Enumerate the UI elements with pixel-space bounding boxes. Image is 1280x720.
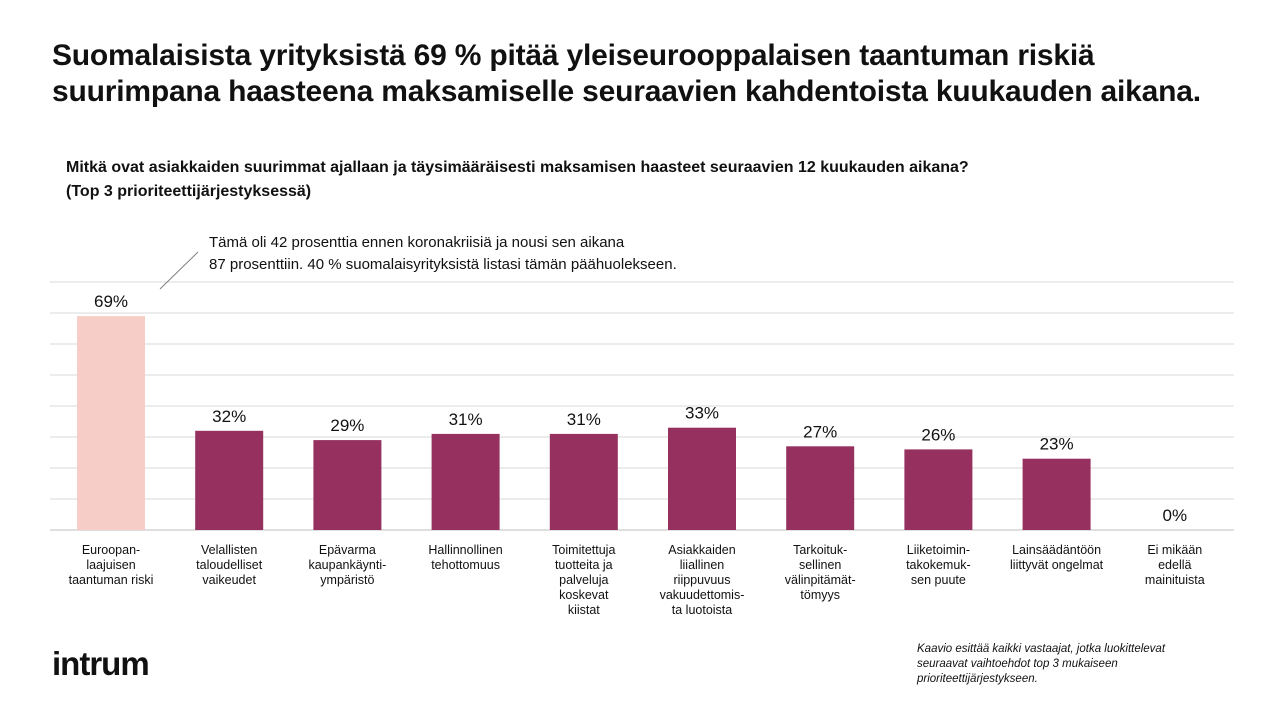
bar <box>549 433 618 530</box>
data-label: 27% <box>803 422 837 441</box>
chart-subtitle: Mitkä ovat asiakkaiden suurimmat ajallaa… <box>66 156 1246 204</box>
category-label: Ei mikään edellä mainituista <box>1144 543 1205 587</box>
category-label: Euroopan- laajuisen taantuman riski <box>68 543 154 587</box>
category-label: Hallinnollinen tehottomuus <box>428 543 503 572</box>
data-label: 31% <box>567 410 601 429</box>
data-label: 23% <box>1040 435 1074 454</box>
data-label: 29% <box>330 416 364 435</box>
subtitle-note: (Top 3 prioriteettijärjestyksessä) <box>66 183 312 200</box>
bar <box>195 430 264 530</box>
data-label: 32% <box>212 407 246 426</box>
subtitle-question: Mitkä ovat asiakkaiden suurimmat ajallaa… <box>66 159 969 176</box>
data-label: 69% <box>94 292 128 311</box>
bar <box>431 433 500 530</box>
data-label: 31% <box>449 410 483 429</box>
category-label: Asiakkaiden liiallinen riippuvuus vakuud… <box>659 543 745 617</box>
bar <box>668 427 736 530</box>
data-label: 26% <box>921 425 955 444</box>
category-label: Velallisten taloudelliset vaikeudet <box>196 543 263 587</box>
category-label: Toimitettuja tuotteita ja palveluja kosk… <box>552 543 616 617</box>
annotation-line-2: 87 prosenttiin. 40 % suomalaisyrityksist… <box>209 256 677 273</box>
footnote: Kaavio esittää kaikki vastaajat, jotka l… <box>917 642 1237 687</box>
data-label: 0% <box>1163 506 1188 525</box>
bar <box>786 446 855 530</box>
footnote-line-1: Kaavio esittää kaikki vastaajat, jotka l… <box>917 643 1166 655</box>
footnote-line-2: seuraavat vaihtoehdot top 3 mukaiseen <box>917 658 1118 670</box>
category-label: Tarkoituk- sellinen välinpitämät- tömyys <box>784 543 856 602</box>
category-label: Epävarma kaupankäynti- ympäristö <box>308 543 387 587</box>
annotation-leader-line <box>159 251 199 290</box>
bar <box>1022 458 1091 530</box>
data-label: 33% <box>685 404 719 423</box>
category-label: Liiketoimin- takokemuk- sen puute <box>906 543 971 587</box>
chart-annotation: Tämä oli 42 prosenttia ennen koronakriis… <box>209 232 829 276</box>
footnote-line-3: prioriteettijärjestykseen. <box>917 673 1038 685</box>
bar <box>77 316 145 530</box>
bar <box>904 449 973 530</box>
bar <box>313 440 382 530</box>
annotation-line-1: Tämä oli 42 prosenttia ennen koronakriis… <box>209 234 625 251</box>
category-label: Lainsäädäntöön liittyvät ongelmat <box>1010 543 1104 572</box>
page-title: Suomalaisista yrityksistä 69 % pitää yle… <box>52 39 1201 108</box>
intrum-logo: intrum <box>52 645 150 682</box>
